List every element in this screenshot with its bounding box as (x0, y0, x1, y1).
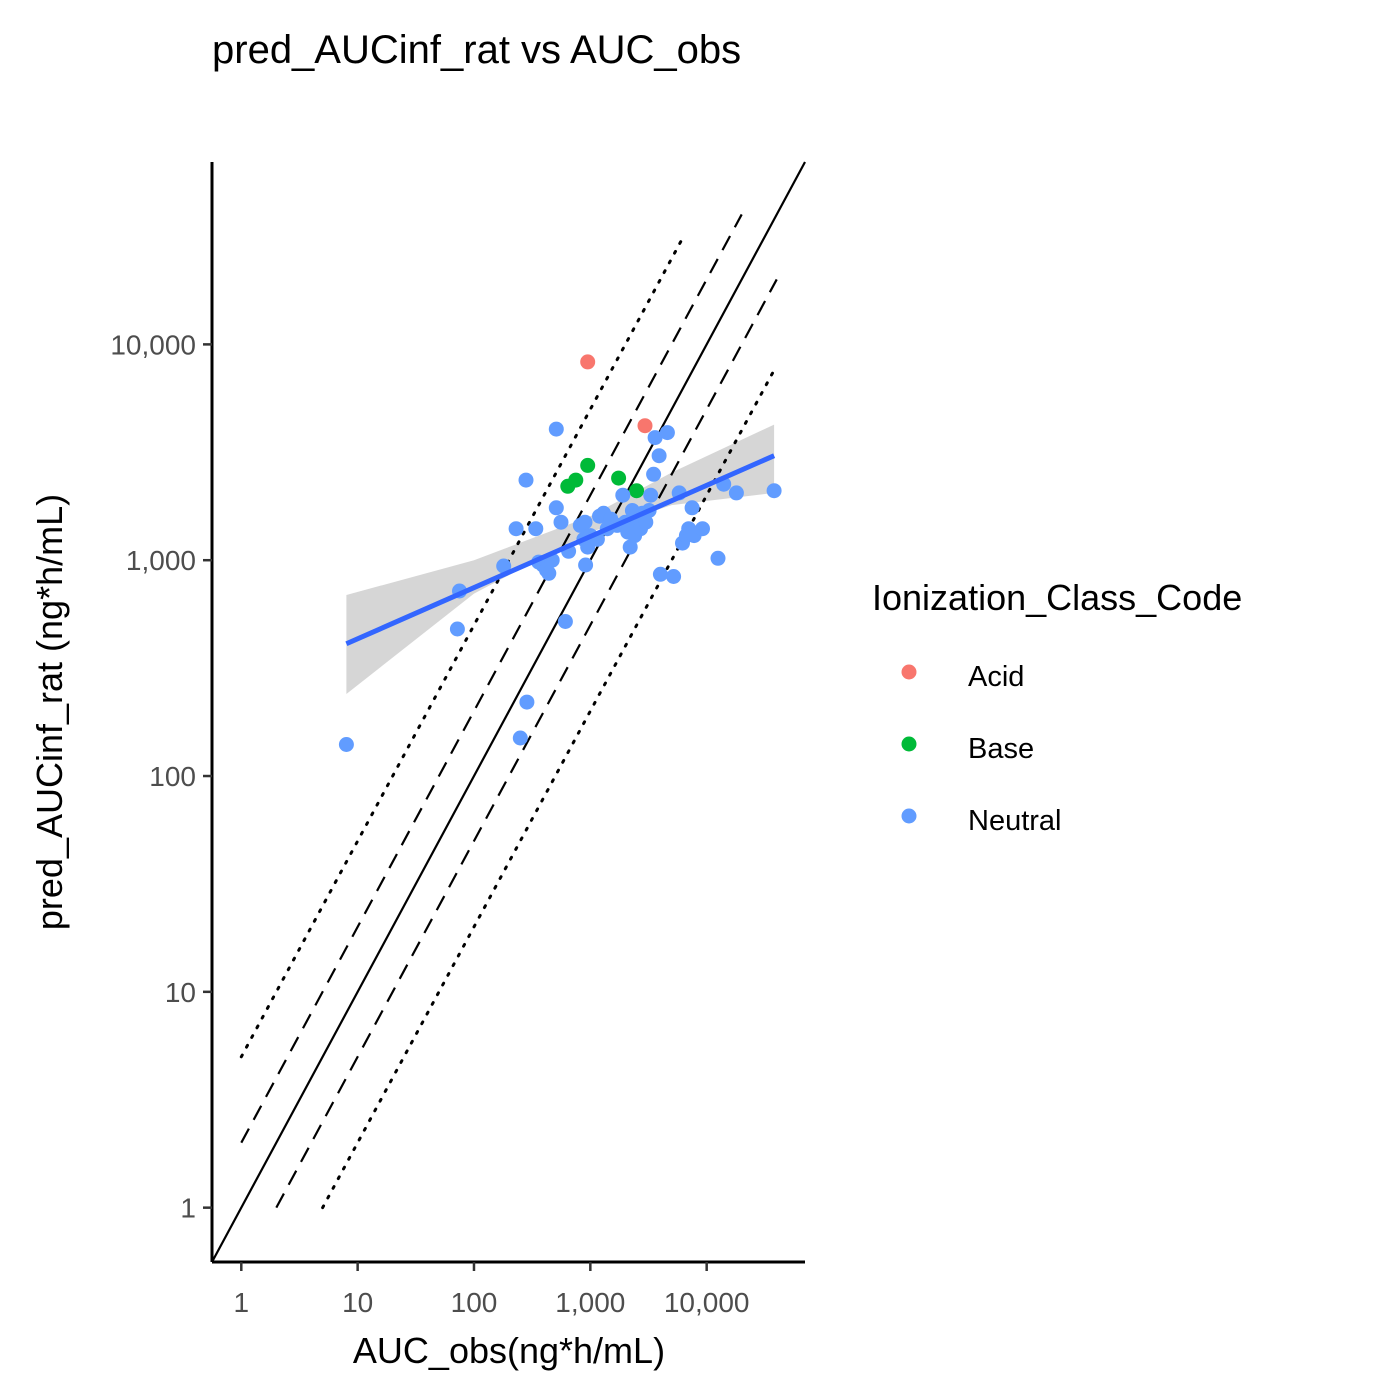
y-tick-label: 100 (149, 761, 196, 792)
legend-label-base: Base (968, 733, 1034, 765)
data-point-neutral (651, 448, 667, 464)
data-point-neutral (578, 557, 594, 573)
y-tick-label: 1,000 (126, 545, 196, 576)
data-point-neutral (519, 694, 535, 710)
legend-items: Acid Base Neutral (901, 661, 1062, 837)
y-axis-ticks: 1 10 100 1,000 10,000 (110, 329, 212, 1224)
data-point-neutral (577, 514, 593, 530)
data-point-neutral (695, 521, 710, 537)
y-tick-label: 10 (165, 977, 196, 1008)
trend-line (345, 453, 776, 647)
ci-band-layer (346, 424, 775, 694)
data-point-neutral (615, 487, 631, 503)
reference-lines-layer (211, 161, 806, 1263)
legend-label-neutral: Neutral (968, 805, 1062, 837)
data-point-neutral (553, 514, 569, 530)
data-point-neutral (338, 737, 354, 752)
data-point-neutral (518, 472, 534, 488)
legend-key-acid (901, 664, 917, 680)
reference-line-dashed (240, 213, 743, 1144)
data-point-neutral (766, 483, 782, 499)
reference-line-solid (211, 161, 806, 1263)
legend: Ionization_Class_Code Acid Base Neutral (872, 577, 1242, 837)
y-tick-label: 10,000 (110, 329, 196, 360)
legend-key-base (901, 736, 917, 752)
trend-line-layer (345, 453, 776, 647)
data-point-acid (637, 418, 653, 434)
legend-key-neutral (901, 808, 917, 824)
data-point-neutral (710, 550, 726, 566)
data-point-base (611, 470, 627, 486)
data-point-base (629, 483, 645, 499)
x-tick-label: 1,000 (555, 1287, 625, 1318)
x-axis-title: AUC_obs(ng*h/mL) (353, 1330, 665, 1371)
x-axis-ticks: 1 10 100 1,000 10,000 (234, 1262, 750, 1318)
data-point-base (580, 457, 596, 473)
data-point-neutral (496, 558, 512, 574)
chart-title: pred_AUCinf_rat vs AUC_obs (212, 28, 741, 72)
legend-title: Ionization_Class_Code (872, 577, 1242, 618)
legend-label-acid: Acid (968, 661, 1024, 693)
data-point-neutral (548, 500, 564, 516)
x-tick-label: 10,000 (664, 1287, 750, 1318)
data-point-neutral (638, 514, 654, 530)
reference-line-dotted (239, 232, 687, 1059)
plot-panel (211, 161, 806, 1263)
data-point-neutral (541, 565, 557, 581)
data-point-neutral (647, 430, 663, 446)
x-tick-label: 10 (342, 1287, 373, 1318)
data-point-acid (580, 354, 596, 370)
data-point-neutral (666, 569, 682, 584)
data-point-neutral (659, 425, 675, 441)
data-point-neutral (646, 466, 662, 482)
data-point-neutral (512, 730, 528, 746)
data-point-neutral (528, 521, 544, 537)
data-point-neutral (643, 487, 659, 503)
points-layer (338, 354, 782, 752)
data-point-neutral (508, 521, 524, 537)
data-point-neutral (684, 500, 700, 516)
y-tick-label: 1 (180, 1193, 196, 1224)
data-point-neutral (652, 566, 668, 582)
data-point-base (568, 472, 584, 488)
data-point-neutral (449, 621, 465, 637)
data-point-neutral (622, 539, 638, 555)
confidence-band (346, 424, 775, 694)
reference-line-dotted (321, 368, 776, 1210)
data-point-neutral (557, 614, 573, 629)
x-tick-label: 1 (234, 1287, 250, 1318)
x-tick-label: 100 (451, 1287, 498, 1318)
data-point-neutral (548, 421, 564, 437)
data-point-neutral (728, 485, 744, 501)
reference-line-dashed (275, 278, 778, 1209)
y-axis-title: pred_AUCinf_rat (ng*h/mL) (29, 494, 70, 930)
